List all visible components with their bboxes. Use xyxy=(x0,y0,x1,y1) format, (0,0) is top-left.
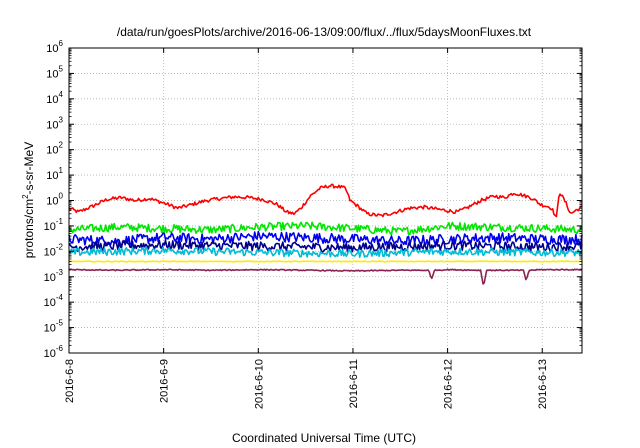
series-line xyxy=(68,246,583,259)
x-axis-label: Coordinated Universal Time (UTC) xyxy=(232,431,416,445)
x-tick-label: 2016-6-9 xyxy=(159,359,171,403)
chart-title: /data/run/goesPlots/archive/2016-06-13/0… xyxy=(117,25,532,39)
y-tick-label: 100 xyxy=(46,192,63,208)
x-tick-label: 2016-6-8 xyxy=(64,359,76,403)
y-tick-label: 10-3 xyxy=(44,268,64,284)
x-tick-label: 2016-6-11 xyxy=(348,359,360,408)
series-line xyxy=(68,230,583,247)
series-line xyxy=(68,221,583,236)
series-line xyxy=(68,260,582,263)
y-tick-label: 10-4 xyxy=(44,293,64,309)
y-tick-label: 103 xyxy=(46,115,63,131)
x-tick-label: 2016-6-10 xyxy=(253,359,265,409)
x-tick-label: 2016-6-13 xyxy=(537,359,549,409)
series-line xyxy=(68,268,583,285)
y-tick-label: 105 xyxy=(46,64,63,80)
y-axis-ticks: 10-6 10-5 10-4 10-3 10-2 10-1 100 101 102 103 104 1… xyxy=(44,39,582,360)
y-axis-label: protons/cm2-s-sr-MeV xyxy=(21,142,36,258)
x-axis-ticks: 2016-6-8 2016-6-9 2016-6-10 2016-6-11 2016-6… xyxy=(64,48,549,409)
y-tick-label: 104 xyxy=(46,90,63,106)
series-line xyxy=(68,239,583,253)
y-tick-label: 10-5 xyxy=(44,319,64,335)
y-tick-label: 10-2 xyxy=(44,242,64,258)
series-line xyxy=(68,183,583,218)
x-tick-label: 2016-6-12 xyxy=(443,359,455,409)
y-tick-label: 102 xyxy=(46,141,63,157)
y-tick-label: 106 xyxy=(46,39,63,55)
y-tick-label: 10-1 xyxy=(44,217,64,233)
y-tick-label: 101 xyxy=(46,166,63,182)
y-tick-label: 10-6 xyxy=(44,344,64,360)
series-group xyxy=(68,183,583,285)
